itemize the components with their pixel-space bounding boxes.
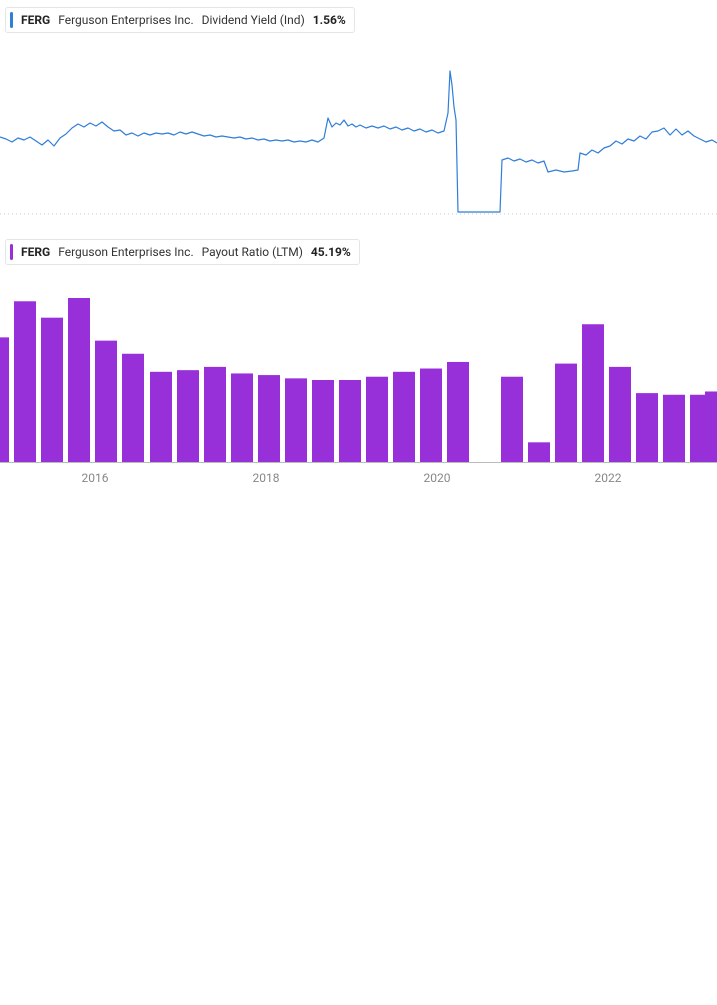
chart2-company: Ferguson Enterprises Inc. [58,245,193,259]
chart1-company: Ferguson Enterprises Inc. [58,13,193,27]
chart1-plot [0,0,717,232]
chart1-metric: Dividend Yield (Ind) [202,13,305,27]
chart2-plot: 2016 2018 2020 2022 [0,232,717,502]
chart2-ticker: FERG [21,245,50,259]
payout-ratio-chart: FERG Ferguson Enterprises Inc. Payout Ra… [0,232,717,502]
dividend-yield-chart: FERG Ferguson Enterprises Inc. Dividend … [0,0,717,232]
chart2-metric: Payout Ratio (LTM) [202,245,303,259]
svg-text:2020: 2020 [424,471,451,485]
svg-text:2016: 2016 [82,471,109,485]
chart1-legend: FERG Ferguson Enterprises Inc. Dividend … [5,7,355,33]
chart1-value: 1.56% [313,13,346,27]
chart1-accent-bar [10,12,13,28]
chart2-value: 45.19% [311,245,351,259]
chart2-legend: FERG Ferguson Enterprises Inc. Payout Ra… [5,239,360,265]
svg-text:2022: 2022 [595,471,622,485]
chart2-accent-bar [10,244,13,260]
svg-text:2018: 2018 [253,471,280,485]
chart1-ticker: FERG [21,13,50,27]
